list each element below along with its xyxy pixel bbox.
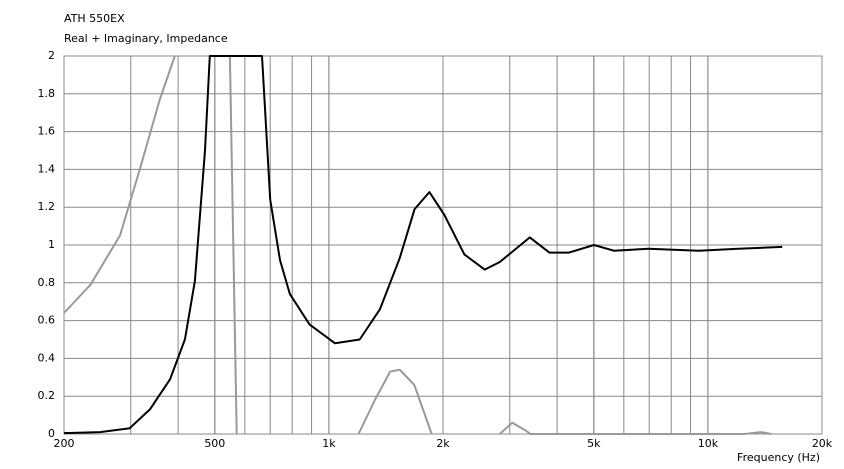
x-tick-label: 2k: [436, 437, 450, 450]
y-tick-label: 0.4: [38, 351, 56, 364]
y-tick-label: 1.6: [38, 125, 56, 138]
y-tick-label: 0.2: [38, 389, 56, 402]
x-axis-label: Frequency (Hz): [737, 451, 820, 464]
y-tick-label: 1.2: [38, 200, 56, 213]
chart-subtitle: Real + Imaginary, Impedance: [64, 32, 228, 45]
series-line: [63, 55, 783, 435]
y-tick-label: 0: [48, 427, 55, 440]
x-tick-label: 10k: [698, 437, 719, 450]
x-tick-label: 1k: [322, 437, 336, 450]
x-tick-label: 200: [54, 437, 75, 450]
x-tick-label: 20k: [812, 437, 833, 450]
y-tick-label: 1.8: [38, 87, 56, 100]
y-tick-label: 1: [48, 238, 55, 251]
y-tick-label: 0.6: [38, 314, 56, 327]
series-line: [63, 55, 772, 435]
x-tick-label: 5k: [587, 437, 601, 450]
y-tick-label: 0.8: [38, 276, 56, 289]
chart-title: ATH 550EX: [64, 12, 125, 25]
y-tick-label: 1.4: [38, 162, 56, 175]
y-tick-label: 2: [48, 49, 55, 62]
plot-frame: [63, 55, 823, 435]
x-tick-label: 500: [204, 437, 225, 450]
